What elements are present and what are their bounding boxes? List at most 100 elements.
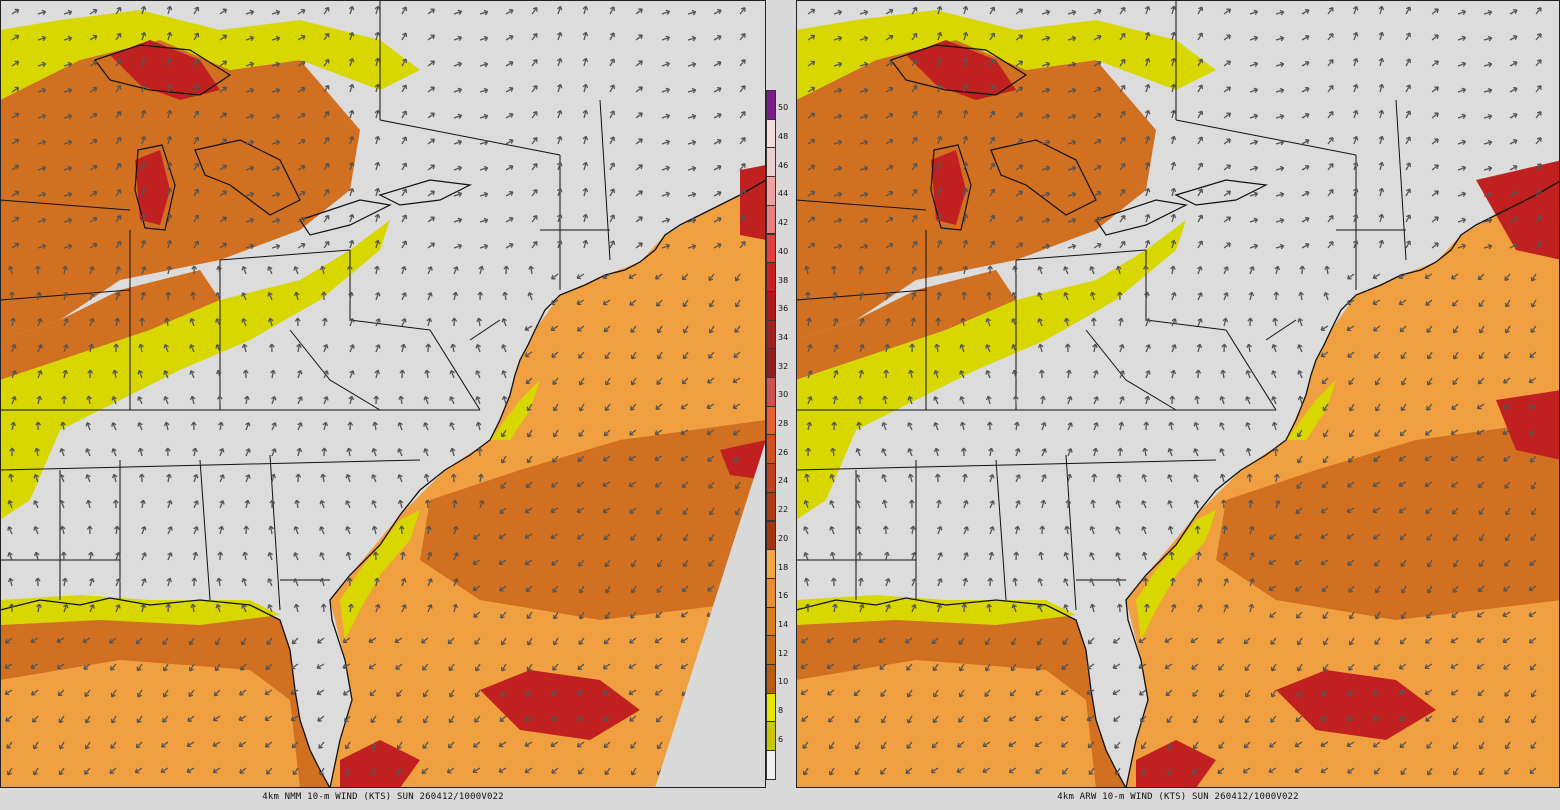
wind-arrowhead [374,135,381,141]
wind-arrowhead [370,744,376,750]
wind-arrow [833,88,842,93]
wind-arrowhead [630,406,635,411]
wind-arrow [609,162,615,171]
colorbar-label: 28 [778,419,789,429]
wind-arrowhead [1066,473,1073,479]
wind-arrowhead [249,165,255,172]
wind-arrowhead [1536,163,1542,168]
wind-arrow [1194,448,1199,457]
wind-arrowhead [879,665,885,670]
wind-arrowhead [1399,639,1405,645]
wind-arrowhead [1425,430,1430,436]
wind-arrowhead [1450,482,1456,488]
wind-arrow [113,474,117,483]
wind-arrowhead [222,112,228,118]
wind-arrowhead [1063,266,1069,271]
wind-arrowhead [691,113,697,120]
wind-arrowhead [1296,484,1302,490]
wind-arrowhead [324,188,330,194]
wind-arrowhead [1378,31,1385,37]
wind-arrowhead [67,35,73,42]
wind-arrowhead [1536,241,1542,246]
wind-arrow [167,474,171,483]
florida-strait-high-wind [340,740,420,788]
wind-arrowhead [907,448,913,453]
wind-arrowhead [374,265,380,271]
midwest-wind-band [0,270,220,380]
wind-arrowhead [708,536,714,542]
wind-arrowhead [1115,265,1122,271]
wind-arrow [1012,318,1017,327]
wind-arrow [1431,34,1439,41]
wind-arrow [631,377,637,386]
wind-arrow [577,663,585,670]
wind-arrowhead [249,217,255,224]
wind-arrow [112,422,117,431]
wind-arrowhead [1062,769,1067,775]
wind-arrowhead [457,139,463,146]
wind-arrow [265,741,273,748]
wind-arrowhead [1253,243,1259,250]
wind-arrow [219,112,227,119]
wind-arrow [1064,266,1069,275]
wind-arrow [1399,455,1407,462]
wind-arrowhead [114,317,121,323]
wind-arrow [739,7,746,15]
wind-arrow [1405,6,1411,15]
wind-arrowhead [222,8,228,14]
wind-arrowhead [556,187,563,193]
wind-arrow [830,526,835,535]
wind-arrow [295,604,299,613]
wind-arrowhead [1118,421,1125,427]
wind-arrowhead [32,770,38,776]
wind-arrow [1275,474,1278,483]
wind-arrow [499,507,507,514]
wind-arrowhead [578,640,584,646]
wind-arrowhead [1089,291,1096,297]
wind-arrow [1502,403,1511,409]
wind-arrowhead [1086,664,1092,670]
wind-arrowhead [56,638,62,644]
wind-arrow [609,188,615,197]
wind-arrowhead [1279,113,1285,120]
wind-arrowhead [837,191,843,198]
wind-arrow [1453,741,1459,750]
wind-arrowhead [986,603,992,609]
wind-arrow [1060,689,1069,695]
wind-arrow [453,604,457,613]
wind-arrow [63,141,72,145]
state-border [1225,329,1277,411]
wind-arrow [453,140,462,145]
wind-arrow [1273,422,1277,431]
wind-arrow [609,58,615,67]
wind-arrow [476,370,481,379]
wind-arrowhead [1426,380,1432,386]
wind-arrowhead [1243,743,1249,749]
wind-arrow [1067,167,1076,171]
wind-arrow [115,526,119,535]
wind-arrowhead [832,291,838,297]
wind-arrow [475,663,481,672]
wind-arrow [531,85,538,93]
wind-arrow [630,403,637,411]
wind-arrow [473,533,481,540]
wind-arrowhead [193,526,199,531]
wind-arrowhead [959,370,965,375]
wind-arrow [550,715,559,721]
wind-arrowhead [271,422,277,427]
wind-arrowhead [1434,216,1439,222]
wind-arrow [1015,8,1023,15]
wind-arrowhead [36,395,43,401]
wind-arrowhead [1426,536,1432,541]
wind-arrowhead [1452,744,1458,750]
wind-arrowhead [166,213,173,219]
wind-arrowhead [163,421,170,427]
wind-arrowhead [222,164,228,170]
wind-arrow [61,422,65,431]
wind-arrowhead [1037,343,1044,349]
wind-arrowhead [1426,562,1432,568]
wind-arrowhead [457,87,463,94]
wind-arrowhead [58,770,64,776]
wind-arrow [1223,242,1231,249]
wind-arrowhead [912,214,918,220]
